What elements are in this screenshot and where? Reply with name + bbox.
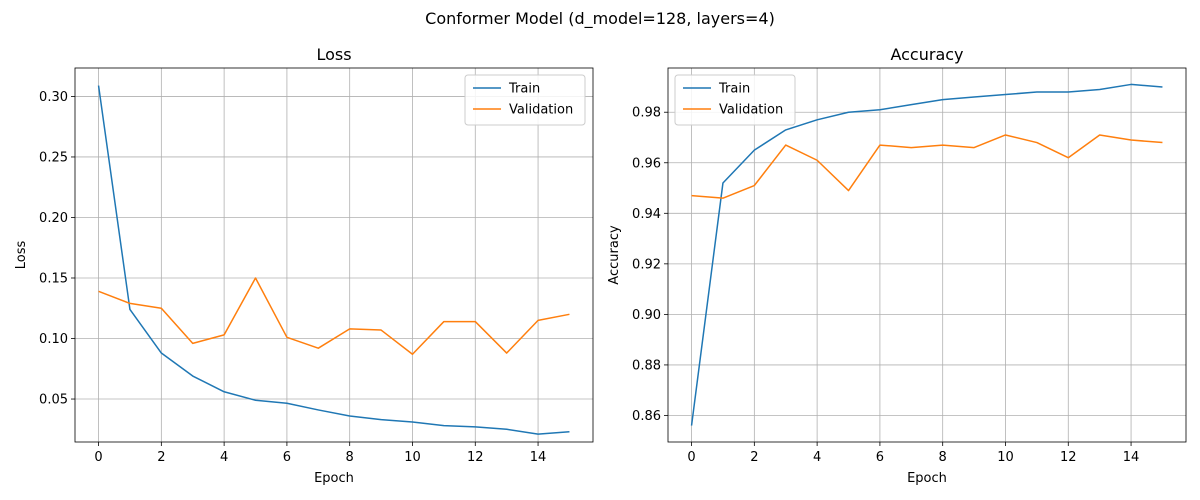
loss-x-tick-label: 6 [283,450,291,465]
loss-y-tick-label: 0.15 [39,271,68,286]
loss-x-tick-label: 8 [346,450,354,465]
accuracy-y-tick-label: 0.92 [632,257,661,272]
loss-y-tick-label: 0.10 [39,332,68,347]
loss-x-tick-label: 2 [157,450,165,465]
accuracy-axes-frame [667,67,1187,443]
loss-legend-label-validation: Validation [509,103,573,118]
loss-x-tick-label: 0 [94,450,102,465]
accuracy-x-tick-label: 4 [813,450,821,465]
accuracy-legend-label-train: Train [718,82,750,97]
loss-y-tick-label: 0.30 [39,90,68,105]
loss-legend: Train Validation [464,74,586,126]
accuracy-x-tick-label: 14 [1123,450,1140,465]
loss-title: Loss [316,45,351,64]
loss-x-tick-label: 4 [220,450,228,465]
accuracy-x-tick-label: 10 [997,450,1014,465]
loss-y-tick-label: 0.05 [39,393,68,408]
loss-y-tick-label: 0.25 [39,150,68,165]
accuracy-title: Accuracy [890,45,963,64]
accuracy-y-axis-label: Accuracy [607,225,622,285]
accuracy-x-tick-label: 0 [687,450,695,465]
accuracy-y-tick-label: 0.90 [632,308,661,323]
accuracy-x-tick-label: 8 [939,450,947,465]
loss-x-axis-label: Epoch [314,471,354,486]
accuracy-y-tick-label: 0.94 [632,207,661,222]
accuracy-y-tick-label: 0.88 [632,358,661,373]
loss-x-tick-label: 14 [530,450,547,465]
accuracy-legend-label-validation: Validation [719,103,783,118]
loss-panel: 0 2 4 6 8 10 12 14 0.05 0.10 0.15 0.20 0.25 0.30 Loss E… [14,45,594,486]
accuracy-y-tick-label: 0.96 [632,156,661,171]
accuracy-y-tick-label: 0.98 [632,106,661,121]
accuracy-x-tick-label: 12 [1060,450,1077,465]
loss-x-tick-label: 10 [404,450,421,465]
loss-legend-label-train: Train [508,82,540,97]
accuracy-panel: 0 2 4 6 8 10 12 14 0.86 0.88 0.90 0.92 0.94 0.96 0.98 A… [607,45,1187,486]
figure-title: Conformer Model (d_model=128, layers=4) [425,9,775,29]
accuracy-legend: Train Validation [674,74,796,126]
loss-train-line [97,85,570,435]
loss-validation-line [98,277,570,355]
accuracy-x-tick-label: 6 [876,450,884,465]
loss-y-axis-label: Loss [14,241,29,270]
accuracy-x-axis-label: Epoch [907,471,947,486]
loss-axes-frame [74,67,594,443]
accuracy-train-line [690,83,1163,426]
loss-y-tick-label: 0.20 [39,211,68,226]
accuracy-x-tick-label: 2 [750,450,758,465]
accuracy-y-tick-label: 0.86 [632,409,661,424]
loss-x-tick-label: 12 [467,450,484,465]
accuracy-validation-line [691,134,1163,199]
